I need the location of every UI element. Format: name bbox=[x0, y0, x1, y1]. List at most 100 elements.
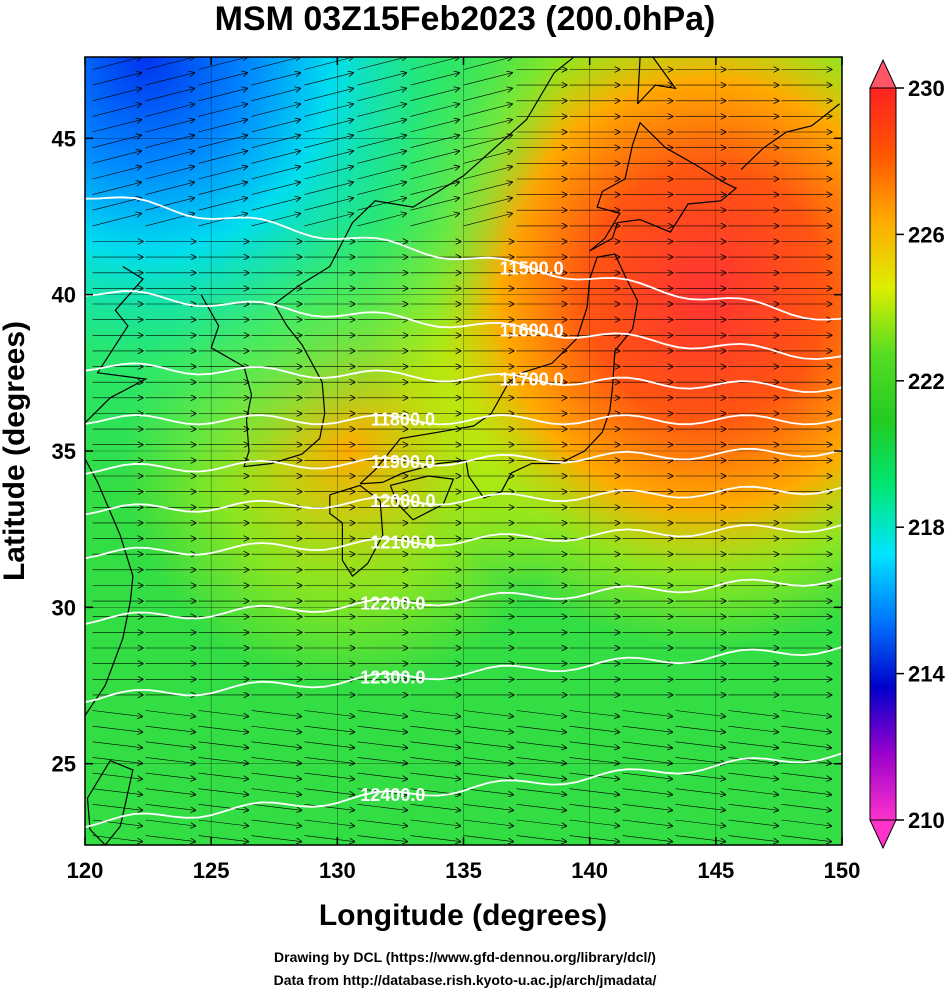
wind-vector bbox=[357, 167, 407, 180]
wind-vector bbox=[251, 57, 301, 70]
wind-vector bbox=[569, 725, 620, 732]
wind-vector bbox=[357, 819, 408, 826]
wind-vector bbox=[569, 788, 620, 795]
wind-vector bbox=[781, 757, 831, 763]
colorbar-ticks: 230 226 222 218 214 210 bbox=[896, 76, 945, 833]
wind-vector bbox=[304, 772, 355, 779]
wind-vector bbox=[781, 788, 831, 795]
wind-vector bbox=[92, 120, 141, 133]
wind-vector bbox=[781, 741, 831, 748]
wind-vector bbox=[410, 73, 460, 86]
wind-vector bbox=[622, 788, 673, 795]
wind-vector bbox=[410, 835, 461, 842]
wind-vector bbox=[92, 151, 141, 164]
graticule bbox=[85, 57, 842, 845]
coastline-segment bbox=[589, 121, 738, 252]
wind-vector bbox=[357, 120, 407, 133]
x-tick-label: 130 bbox=[319, 858, 356, 883]
wind-vector bbox=[463, 819, 514, 826]
wind-vector bbox=[516, 741, 567, 748]
wind-vector bbox=[198, 88, 248, 102]
y-axis-ticks: 25 30 35 40 45 bbox=[52, 126, 842, 777]
wind-vector bbox=[92, 198, 141, 211]
wind-vector bbox=[675, 835, 726, 842]
wind-vector bbox=[198, 741, 249, 748]
height-contours: 11500.0 11600.0 11700.0 11800.0 11900.0 12000… bbox=[85, 196, 842, 829]
wind-vector bbox=[92, 741, 143, 748]
wind-vector bbox=[251, 104, 301, 117]
wind-vector bbox=[463, 135, 512, 148]
contour-label: 11600.0 bbox=[500, 320, 564, 340]
wind-vector bbox=[92, 757, 143, 763]
wind-vector bbox=[304, 151, 354, 164]
contour-label: 12400.0 bbox=[360, 785, 425, 805]
wind-vector bbox=[304, 835, 355, 842]
wind-vector bbox=[781, 819, 831, 826]
x-tick-label: 120 bbox=[67, 858, 104, 883]
colorbar-tick-label: 222 bbox=[908, 369, 945, 394]
wind-vector bbox=[304, 182, 354, 195]
wind-vector bbox=[145, 710, 196, 717]
wind-vector bbox=[357, 835, 408, 842]
wind-vector bbox=[145, 198, 194, 211]
wind-vector bbox=[463, 804, 514, 810]
wind-vector bbox=[463, 214, 512, 227]
colorbar-tick-label: 230 bbox=[908, 76, 945, 101]
wind-vector bbox=[304, 120, 354, 133]
wind-vector bbox=[304, 214, 354, 227]
wind-vector bbox=[569, 741, 620, 748]
wind-vector bbox=[251, 819, 302, 826]
credit-data-source: Data from http://database.rish.kyoto-u.a… bbox=[274, 972, 657, 988]
coastline-segment bbox=[359, 253, 639, 499]
wind-vector bbox=[781, 804, 831, 810]
wind-vector bbox=[675, 725, 726, 732]
wind-vector bbox=[198, 757, 249, 763]
wind-vector bbox=[781, 835, 831, 842]
wind-vector bbox=[92, 104, 141, 117]
wind-vector bbox=[569, 710, 620, 717]
wind-vector bbox=[781, 710, 831, 717]
wind-vector bbox=[516, 772, 567, 779]
wind-vector bbox=[304, 135, 354, 148]
wind-vectors bbox=[92, 57, 832, 842]
wind-vector bbox=[410, 214, 460, 227]
wind-vector bbox=[516, 835, 567, 842]
wind-vector bbox=[410, 104, 460, 117]
wind-vector bbox=[251, 772, 302, 779]
wind-vector bbox=[516, 788, 567, 795]
wind-vector bbox=[357, 73, 407, 86]
wind-vector bbox=[251, 120, 301, 133]
colorbar-tick-label: 226 bbox=[908, 222, 945, 247]
x-axis-ticks: 120 125 130 135 140 145 150 bbox=[67, 57, 860, 883]
wind-vector bbox=[251, 835, 302, 842]
wind-vector bbox=[304, 104, 354, 117]
wind-vector bbox=[357, 741, 408, 748]
wind-vector bbox=[357, 88, 407, 102]
wind-vector bbox=[92, 73, 141, 86]
wind-vector bbox=[463, 198, 512, 211]
wind-vector bbox=[410, 804, 461, 810]
wind-vector bbox=[251, 88, 301, 102]
wind-vector bbox=[410, 120, 460, 133]
wind-vector bbox=[357, 198, 407, 211]
wind-vector bbox=[92, 135, 141, 148]
x-tick-label: 145 bbox=[697, 858, 734, 883]
wind-vector bbox=[198, 772, 249, 779]
wind-vector bbox=[145, 772, 196, 779]
wind-vector bbox=[198, 788, 249, 795]
wind-vector bbox=[304, 88, 354, 102]
coastline-segment bbox=[85, 265, 148, 717]
wind-vector bbox=[92, 835, 143, 842]
wind-vector bbox=[198, 151, 248, 164]
wind-vector bbox=[145, 757, 196, 763]
wind-vector bbox=[251, 135, 301, 148]
wind-vector bbox=[463, 104, 512, 117]
wind-vector bbox=[357, 804, 408, 810]
colorbar-tick-label: 210 bbox=[908, 808, 945, 833]
wind-vector bbox=[410, 710, 461, 717]
wind-vector bbox=[410, 741, 461, 748]
wind-vector bbox=[675, 772, 726, 779]
contour-line bbox=[85, 524, 842, 560]
wind-vector bbox=[92, 710, 143, 717]
wind-vector bbox=[516, 819, 567, 826]
